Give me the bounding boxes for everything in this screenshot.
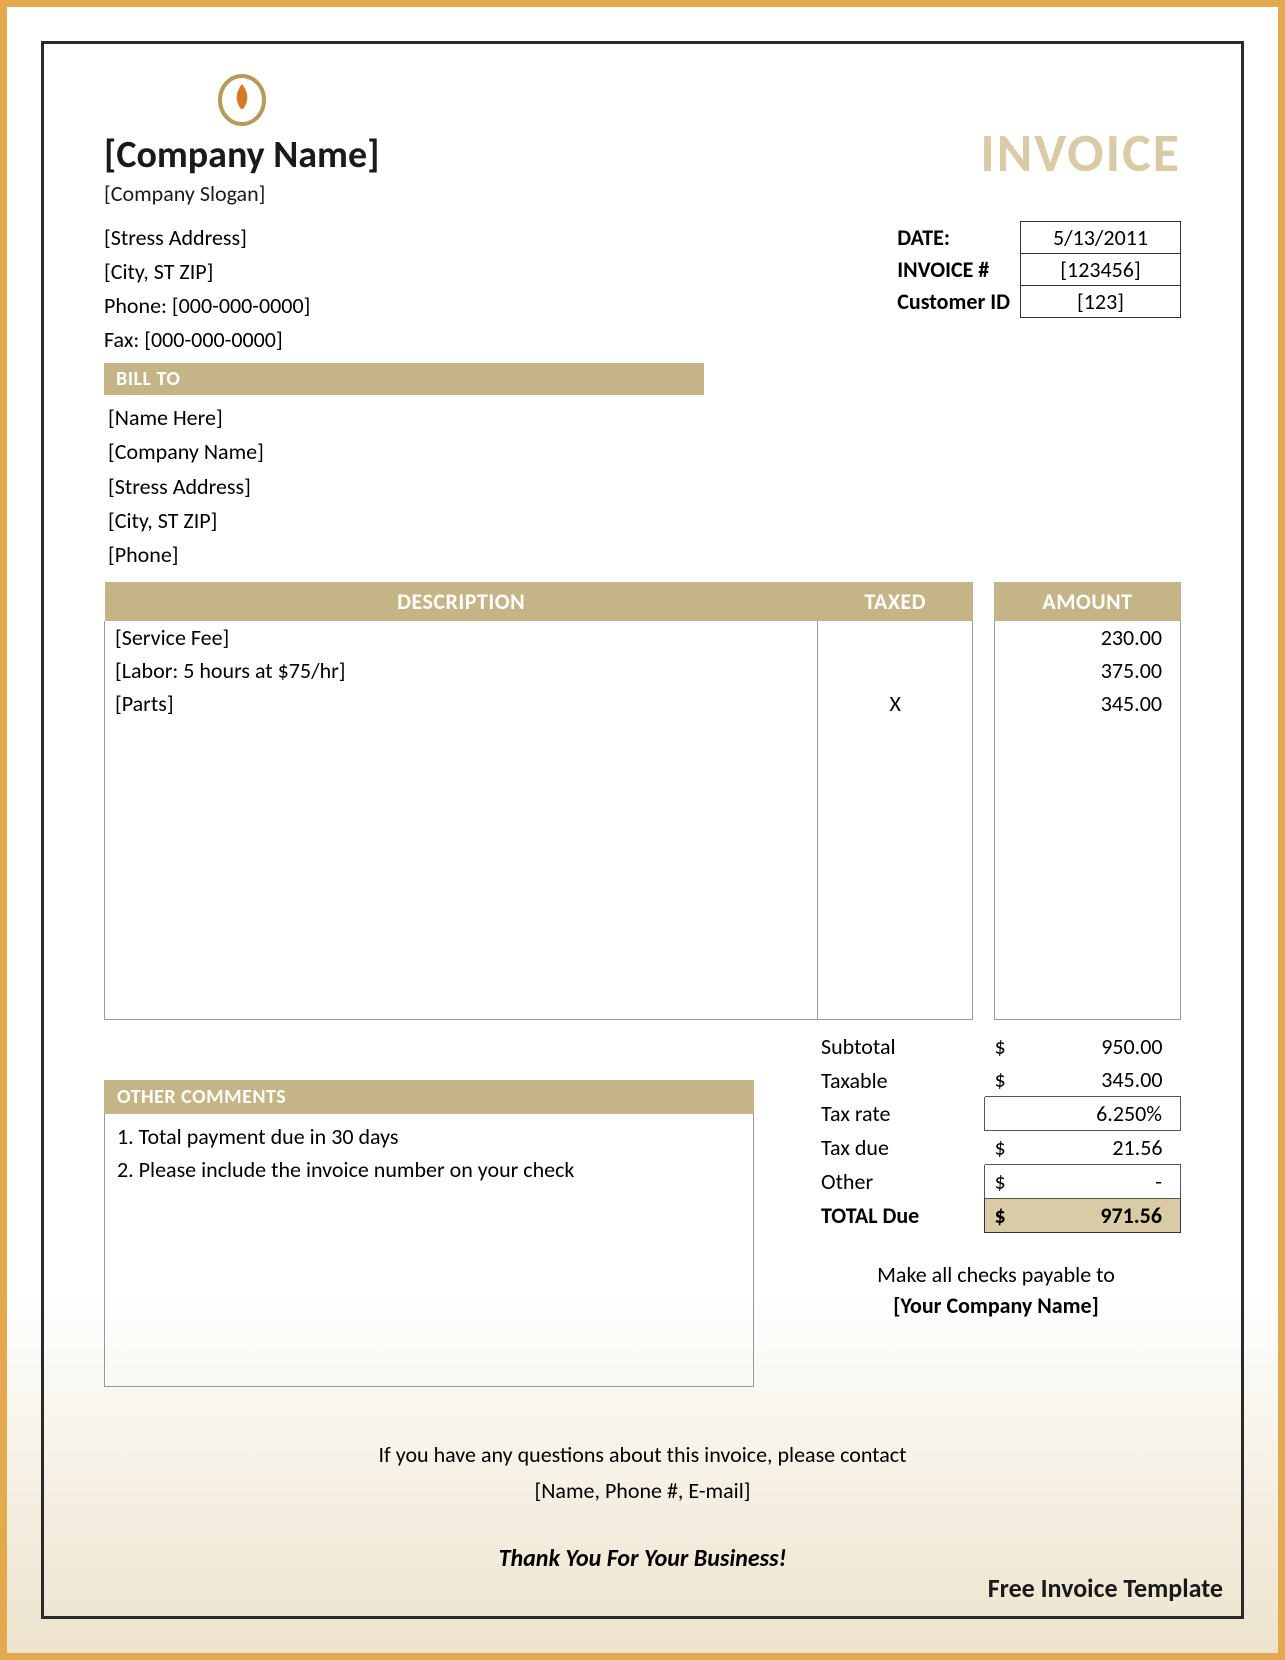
- item-taxed: [818, 654, 973, 687]
- taxdue-val: 21.56: [1018, 1131, 1180, 1165]
- other-val: -: [1018, 1165, 1180, 1199]
- header-row: [Company Name] [Company Slogan] INVOICE: [104, 72, 1181, 207]
- item-spacer: [105, 720, 1181, 1020]
- taxable-cur: $: [984, 1063, 1018, 1097]
- total-due-val: 971.56: [1018, 1199, 1180, 1233]
- other-label: Other: [811, 1165, 984, 1199]
- comments-block: OTHER COMMENTS 1. Total payment due in 3…: [104, 1080, 754, 1387]
- items-table: DESCRIPTION TAXED AMOUNT [Service Fee] 2…: [104, 582, 1181, 1021]
- comments-header: OTHER COMMENTS: [104, 1080, 754, 1114]
- col-header-taxed: TAXED: [818, 582, 973, 621]
- item-desc: [Service Fee]: [105, 621, 818, 654]
- subtotal-val: 950.00: [1018, 1030, 1180, 1063]
- item-row: [Service Fee] 230.00: [105, 621, 1181, 654]
- item-amount: 230.00: [994, 621, 1180, 654]
- taxrate-val: 6.250%: [1018, 1097, 1180, 1131]
- item-taxed: X: [818, 687, 973, 720]
- phone-line: Phone: [000-000-0000]: [104, 289, 310, 323]
- item-amount: 375.00: [994, 654, 1180, 687]
- comments-body: 1. Total payment due in 30 days 2. Pleas…: [104, 1114, 754, 1387]
- company-slogan: [Company Slogan]: [104, 180, 980, 207]
- subtotal-label: Subtotal: [811, 1030, 984, 1063]
- item-row: [Parts] X 345.00: [105, 687, 1181, 720]
- subtotal-cur: $: [984, 1030, 1018, 1063]
- footer-line2: [Name, Phone #, E-mail]: [104, 1473, 1181, 1508]
- date-value: 5/13/2011: [1021, 222, 1181, 254]
- other-cur: $: [984, 1165, 1018, 1199]
- item-row: [Labor: 5 hours at $75/hr] 375.00: [105, 654, 1181, 687]
- billto-company: [Company Name]: [108, 435, 1177, 469]
- taxrate-label: Tax rate: [811, 1097, 984, 1131]
- item-taxed: [818, 621, 973, 654]
- address-line: [Stress Address]: [104, 221, 310, 255]
- fax-line: Fax: [000-000-0000]: [104, 323, 310, 357]
- total-due-label: TOTAL Due: [811, 1199, 984, 1233]
- total-due-cur: $: [984, 1199, 1018, 1233]
- payable-block: Make all checks payable to [Your Company…: [811, 1261, 1181, 1319]
- thanks-line: Thank You For Your Business!: [104, 1544, 1181, 1573]
- invoice-number-label: INVOICE #: [887, 254, 1020, 286]
- customer-id-value: [123]: [1021, 286, 1181, 318]
- below-row: OTHER COMMENTS 1. Total payment due in 3…: [104, 1030, 1181, 1387]
- totals-block: Subtotal $ 950.00 Taxable $ 345.00 Tax r…: [811, 1030, 1181, 1387]
- comment-line: 2. Please include the invoice number on …: [117, 1153, 741, 1186]
- billto-city: [City, ST ZIP]: [108, 504, 1177, 538]
- taxrate-cur: [984, 1097, 1018, 1131]
- taxable-label: Taxable: [811, 1063, 984, 1097]
- company-name: [Company Name]: [104, 132, 980, 178]
- payable-name: [Your Company Name]: [811, 1292, 1181, 1319]
- company-address: [Stress Address] [City, ST ZIP] Phone: […: [104, 221, 310, 357]
- taxable-val: 345.00: [1018, 1063, 1180, 1097]
- inner-frame: [Company Name] [Company Slogan] INVOICE …: [41, 41, 1244, 1619]
- item-desc: [Parts]: [105, 687, 818, 720]
- billto-block: [Name Here] [Company Name] [Stress Addre…: [104, 395, 1181, 581]
- billto-phone: [Phone]: [108, 538, 1177, 572]
- outer-frame: [Company Name] [Company Slogan] INVOICE …: [0, 0, 1285, 1660]
- billto-header: BILL TO: [104, 363, 704, 395]
- meta-block: [Stress Address] [City, ST ZIP] Phone: […: [104, 221, 1181, 357]
- company-logo-icon: [214, 72, 270, 128]
- taxdue-cur: $: [984, 1131, 1018, 1165]
- city-line: [City, ST ZIP]: [104, 255, 310, 289]
- date-label: DATE:: [887, 222, 1020, 254]
- col-gap: [973, 582, 995, 621]
- item-desc: [Labor: 5 hours at $75/hr]: [105, 654, 818, 687]
- company-block: [Company Name] [Company Slogan]: [104, 72, 980, 207]
- item-amount: 345.00: [994, 687, 1180, 720]
- invoice-number-value: [123456]: [1021, 254, 1181, 286]
- invoice-meta-table: DATE: 5/13/2011 INVOICE # [123456] Custo…: [887, 221, 1181, 318]
- footer-contact: If you have any questions about this inv…: [104, 1437, 1181, 1507]
- comment-line: 1. Total payment due in 30 days: [117, 1120, 741, 1153]
- col-header-description: DESCRIPTION: [105, 582, 818, 621]
- col-header-amount: AMOUNT: [994, 582, 1180, 621]
- footer-line1: If you have any questions about this inv…: [104, 1437, 1181, 1472]
- billto-name: [Name Here]: [108, 401, 1177, 435]
- payable-line: Make all checks payable to: [811, 1261, 1181, 1288]
- invoice-title: INVOICE: [980, 120, 1181, 186]
- billto-address: [Stress Address]: [108, 470, 1177, 504]
- taxdue-label: Tax due: [811, 1131, 984, 1165]
- template-tag: Free Invoice Template: [988, 1572, 1223, 1604]
- customer-id-label: Customer ID: [887, 286, 1020, 318]
- totals-table: Subtotal $ 950.00 Taxable $ 345.00 Tax r…: [811, 1030, 1181, 1233]
